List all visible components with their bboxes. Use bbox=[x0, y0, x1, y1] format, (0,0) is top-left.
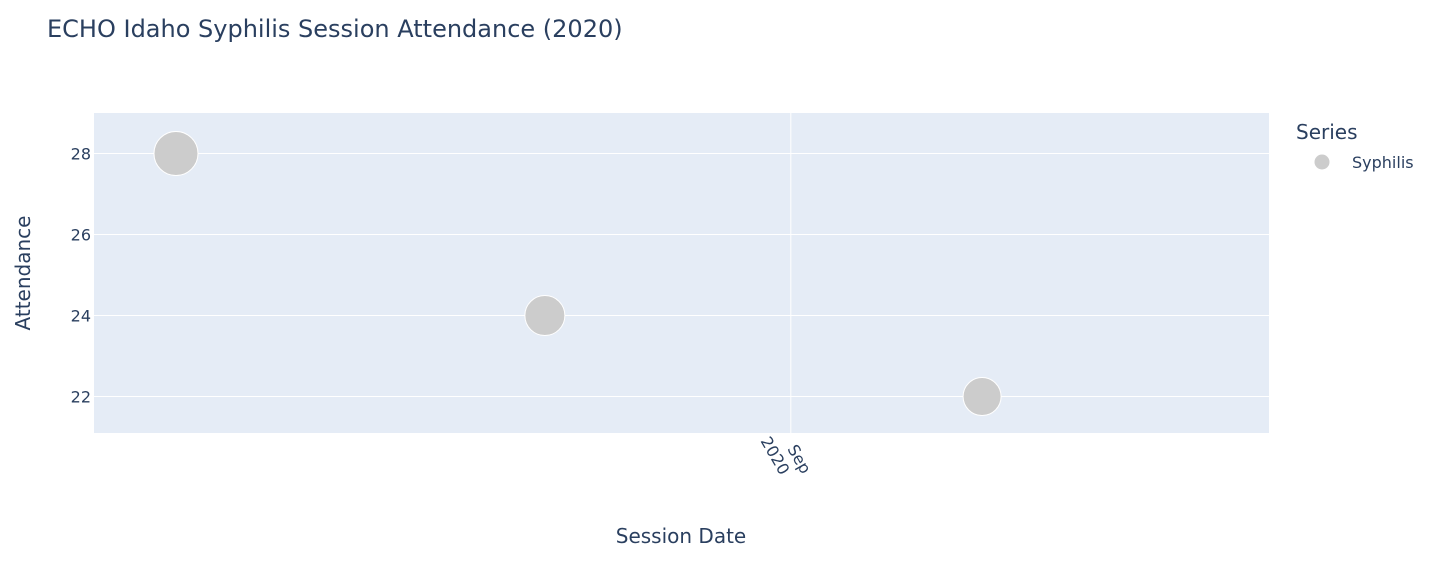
y-axis-title: Attendance bbox=[11, 216, 35, 331]
grid-lines bbox=[94, 113, 1269, 433]
data-point[interactable] bbox=[153, 131, 199, 177]
y-tick-label: 28 bbox=[71, 145, 91, 164]
plot-area[interactable] bbox=[94, 113, 1269, 433]
legend-marker bbox=[1314, 154, 1330, 170]
legend-item-syphilis[interactable]: Syphilis bbox=[1314, 153, 1414, 172]
y-tick-label: 24 bbox=[71, 307, 91, 326]
chart-title: ECHO Idaho Syphilis Session Attendance (… bbox=[47, 15, 623, 43]
legend-label: Syphilis bbox=[1352, 153, 1414, 172]
x-axis-title: Session Date bbox=[616, 524, 746, 548]
legend-title: Series bbox=[1296, 120, 1358, 144]
data-markers bbox=[153, 131, 1002, 417]
legend: Series Syphilis bbox=[1296, 120, 1414, 172]
x-tick-label: Sep2020 bbox=[757, 424, 815, 487]
data-point[interactable] bbox=[962, 377, 1002, 417]
data-point[interactable] bbox=[524, 295, 566, 337]
y-tick-label: 26 bbox=[71, 226, 91, 245]
y-tick-label: 22 bbox=[71, 388, 91, 407]
